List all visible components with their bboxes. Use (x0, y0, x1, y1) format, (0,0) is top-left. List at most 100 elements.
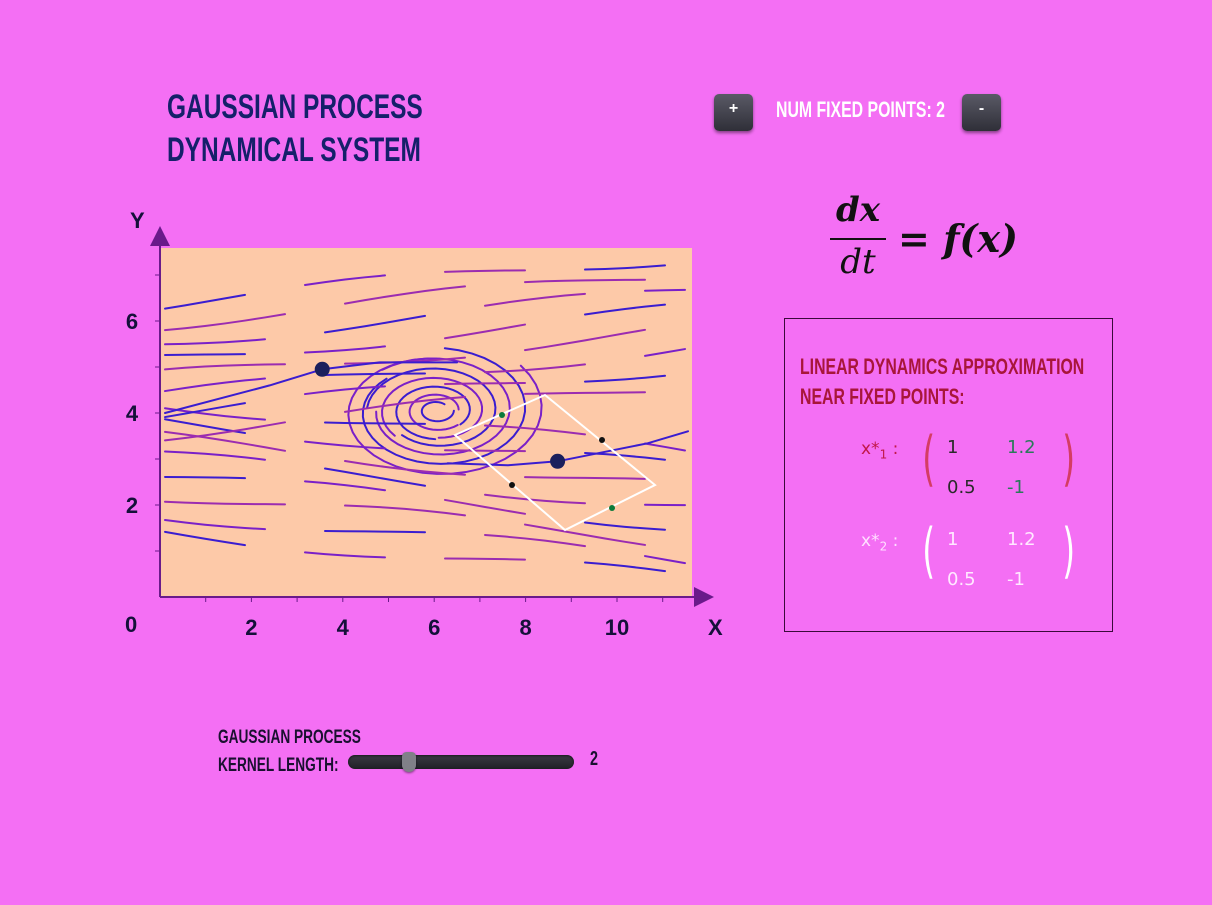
matrix-cell: 0.5 (947, 569, 976, 590)
stream-line (164, 313, 286, 332)
stream-line (444, 269, 526, 273)
stream-line (484, 493, 586, 505)
x-tick-label: 10 (605, 615, 629, 640)
panel-title-line-2: near Fixed Points: (800, 384, 965, 409)
handle-point[interactable] (609, 505, 615, 511)
matrix-cell: 1 (947, 437, 959, 458)
page-title: Gaussian Process Dynamical System (167, 86, 423, 172)
y-tick-label: 2 (126, 493, 138, 518)
stream-line (584, 303, 666, 316)
stream-line (164, 518, 266, 531)
panel-title-line-1: Linear Dynamics Approximation (800, 354, 1085, 379)
fixed-point-marker[interactable] (314, 361, 330, 377)
stream-line (304, 440, 386, 450)
stream-line (324, 467, 426, 487)
kernel-length-slider[interactable] (348, 755, 574, 769)
matrix-left-paren: ( (922, 424, 936, 494)
stream-line (584, 521, 666, 531)
stream-line (164, 500, 286, 506)
x-tick-label: 6 (428, 615, 440, 640)
stream-line (556, 430, 689, 463)
kernel-length-slider-thumb[interactable] (402, 752, 416, 772)
add-fixed-point-button[interactable]: + (714, 94, 753, 131)
stream-line (524, 523, 646, 546)
stream-line (584, 374, 666, 383)
stream-line (324, 421, 426, 425)
stream-line (321, 361, 459, 371)
axis-tick-labels: 2 4 6 8 10 2 4 6 (126, 309, 629, 640)
matrix-label: x*2 : (861, 531, 899, 554)
stream-line (644, 442, 686, 452)
stream-line (344, 460, 466, 476)
stream-line (347, 357, 543, 475)
stream-line (366, 367, 497, 447)
fixed-points-count: Num Fixed Points: 2 (776, 97, 945, 122)
stream-line (324, 314, 426, 334)
x-tick-label: 8 (519, 615, 531, 640)
title-line-1: Gaussian Process (167, 88, 423, 126)
handle-point[interactable] (599, 437, 605, 443)
matrix-cell: -1 (1007, 569, 1025, 590)
stream-line (644, 555, 686, 565)
matrix-cell: 1.2 (1007, 437, 1036, 458)
remove-fixed-point-button[interactable]: - (962, 94, 1001, 131)
stream-line (304, 345, 386, 354)
stream-line (344, 395, 466, 413)
x-axis-label: X (708, 615, 723, 640)
stream-line (344, 504, 466, 517)
stream-line (524, 328, 646, 352)
eq-numerator: dx (835, 190, 881, 230)
stream-line (444, 382, 526, 385)
stream-line (484, 424, 586, 436)
ode-equation: dx dt = f(x) (828, 186, 1058, 296)
handle-point[interactable] (509, 482, 515, 488)
matrix-left-paren: ( (922, 516, 936, 586)
origin-label: 0 (125, 612, 137, 637)
matrix-label: x*1 : (861, 439, 899, 462)
stream-line (304, 480, 386, 492)
stream-line (304, 551, 386, 559)
stream-line (584, 561, 666, 573)
x-tick-label: 2 (245, 615, 257, 640)
stream-line (375, 357, 511, 456)
stream-line (164, 475, 246, 480)
linearization-box (453, 393, 657, 532)
phase-portrait-chart[interactable]: 2 4 6 8 10 2 4 6 Y X 0 (110, 210, 730, 650)
stream-line (344, 285, 466, 305)
y-tick-label: 4 (126, 401, 139, 426)
stream-line (324, 372, 426, 377)
matrix-cell: 1 (947, 529, 959, 550)
stream-line (164, 338, 266, 346)
stream-line (164, 402, 246, 419)
panel-title: Linear Dynamics Approximation near Fixed… (800, 352, 1084, 412)
stream-line (444, 449, 526, 453)
fixed-point-marker[interactable] (550, 453, 566, 469)
stream-line (164, 293, 246, 310)
stream-lines (164, 264, 689, 573)
stream-line (584, 264, 666, 271)
stream-line (164, 377, 266, 393)
stream-line (304, 385, 386, 396)
stream-line (164, 353, 246, 357)
matrix-right-paren: ) (1062, 424, 1076, 494)
handle-point[interactable] (499, 412, 505, 418)
stream-line (361, 347, 526, 465)
stream-line (395, 385, 471, 441)
stream-line (524, 391, 646, 395)
stream-line (444, 323, 526, 340)
matrix-right-paren: ) (1062, 516, 1076, 586)
stream-line (164, 368, 324, 414)
stream-line (164, 407, 266, 421)
stream-line (444, 498, 526, 515)
linear-dynamics-panel: Linear Dynamics Approximation near Fixed… (784, 318, 1113, 632)
x-tick-label: 4 (337, 615, 350, 640)
stream-line (164, 430, 286, 452)
stream-line (164, 450, 266, 461)
stream-line (524, 278, 646, 284)
stream-line (420, 400, 455, 423)
kernel-length-value: 2 (590, 748, 599, 770)
kernel-label-line-1: Gaussian Process (218, 727, 361, 748)
stream-line (644, 288, 686, 292)
fixed-points[interactable] (314, 361, 566, 469)
stream-line (484, 534, 586, 548)
